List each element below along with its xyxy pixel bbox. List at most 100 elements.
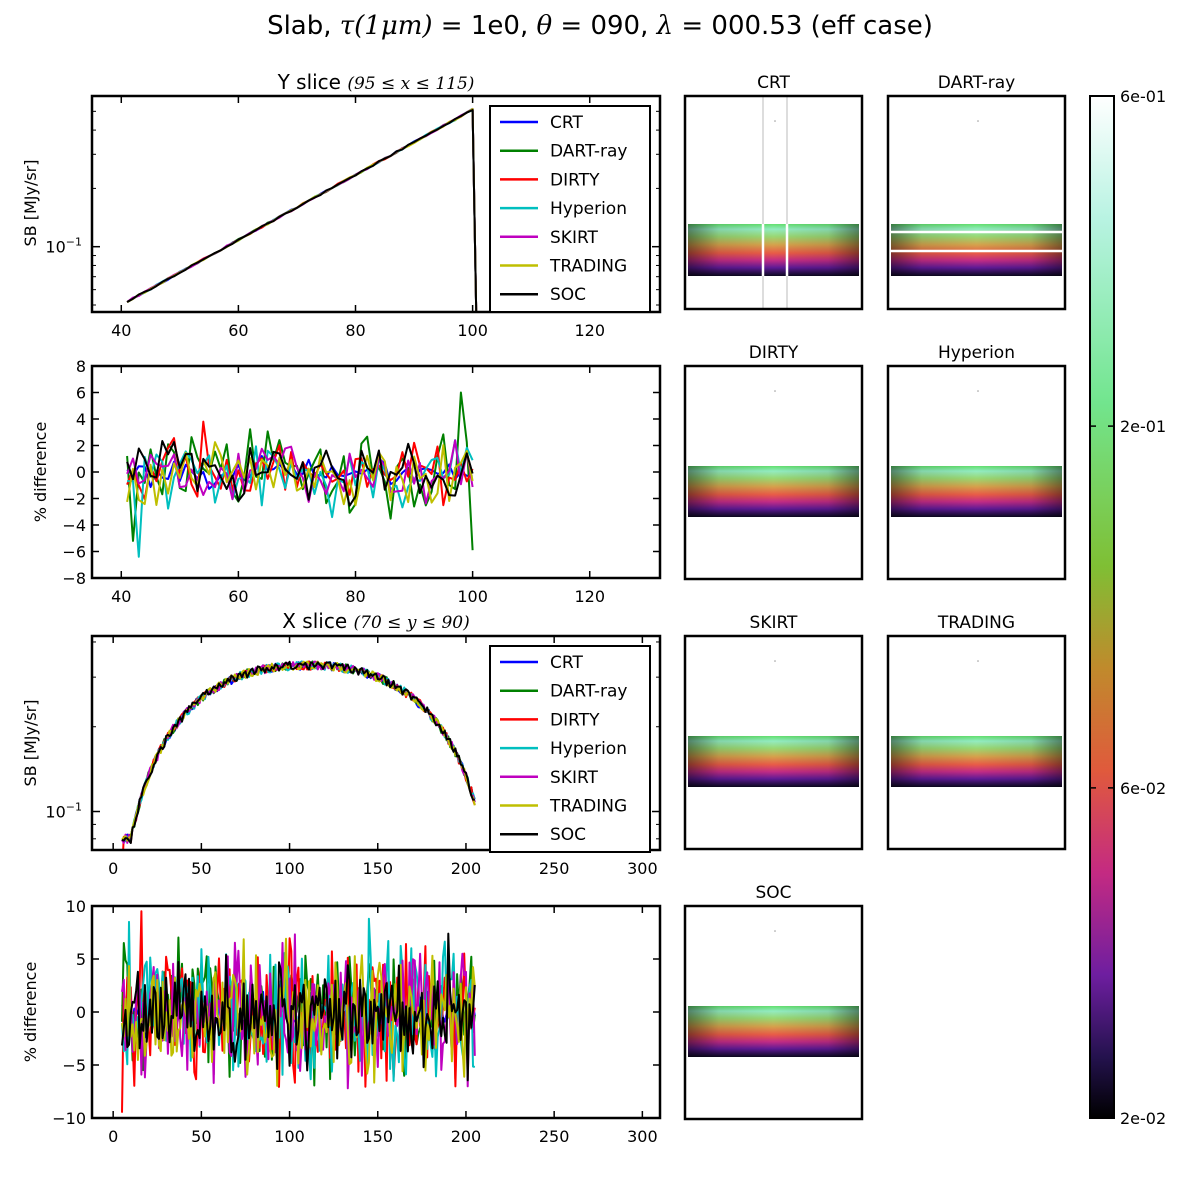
series-line-trading bbox=[121, 660, 476, 842]
x-tick-label: 100 bbox=[274, 1127, 305, 1146]
x-slice-title: X slice (70 ≤ y ≤ 90) bbox=[282, 609, 470, 633]
x-slice-diff-series bbox=[121, 910, 476, 1113]
x-slice-diff-frame bbox=[90, 904, 662, 1120]
y-tick-label: 2 bbox=[76, 437, 86, 456]
image-panel-title: DIRTY bbox=[749, 343, 799, 363]
y-slice-diff-ylabel: % difference bbox=[31, 422, 50, 523]
image-panel-soc: SOC bbox=[683, 883, 864, 1121]
point-source-marker bbox=[774, 930, 776, 932]
x-tick-label: 200 bbox=[451, 1127, 482, 1146]
x-tick-label: 40 bbox=[111, 321, 131, 340]
point-source-marker bbox=[774, 390, 776, 392]
image-panel-skirt: SKIRT bbox=[683, 613, 864, 851]
point-source-marker bbox=[977, 120, 979, 122]
diff-line-soc bbox=[126, 440, 474, 507]
x-tick-label: 100 bbox=[457, 321, 488, 340]
y-slice-diff-x-ticks: 40 60 80 100 120 bbox=[111, 366, 605, 606]
x-slice-series bbox=[121, 660, 476, 850]
x-tick-label: 80 bbox=[345, 321, 365, 340]
y-slice-title: Y slice (95 ≤ x ≤ 115) bbox=[277, 70, 475, 94]
x-slice-diff-ylabel: % difference bbox=[21, 962, 40, 1063]
diff-line-soc bbox=[121, 932, 476, 1082]
image-frame bbox=[683, 634, 864, 851]
y-tick-label: 10 bbox=[66, 897, 86, 916]
slab-image-shading bbox=[688, 466, 859, 517]
y-slice-diff-series bbox=[126, 391, 474, 558]
legend-label-trading: TRADING bbox=[549, 257, 627, 277]
slab-image-shading bbox=[688, 1006, 859, 1057]
legend-label-dart-ray: DART-ray bbox=[550, 142, 627, 162]
series-line-dirty bbox=[126, 108, 478, 312]
colorbar-tick-label: 6e-02 bbox=[1120, 779, 1166, 798]
x-slice-sb-panel: X slice (70 ≤ y ≤ 90) SB [MJy/sr] 0 50 100… bbox=[21, 609, 662, 878]
x-tick-label: 80 bbox=[345, 587, 365, 606]
y-tick-label: −10 bbox=[52, 1109, 86, 1128]
y-tick-label: −8 bbox=[62, 569, 86, 588]
diff-line-hyperion bbox=[127, 439, 474, 558]
slab-image-shading bbox=[688, 736, 859, 787]
diff-line-trading bbox=[121, 937, 476, 1087]
y-tick-label: 10−1 bbox=[45, 236, 82, 257]
x-tick-label: 50 bbox=[191, 1127, 211, 1146]
image-panel-title: SOC bbox=[755, 883, 791, 903]
series-line-hyperion bbox=[121, 660, 476, 843]
image-frame bbox=[683, 364, 864, 581]
image-panel-dart-ray: DART-ray bbox=[886, 73, 1067, 311]
y-tick-base: 10 bbox=[45, 238, 65, 257]
legend-label-trading: TRADING bbox=[549, 797, 627, 817]
image-panel-trading: TRADING bbox=[886, 613, 1067, 851]
image-panel-hyperion: Hyperion bbox=[886, 343, 1067, 581]
x-tick-label: 250 bbox=[539, 859, 570, 878]
series-line-dart-ray bbox=[126, 108, 478, 312]
legend-label-dirty: DIRTY bbox=[550, 170, 600, 190]
y-slice-sb-panel: Y slice (95 ≤ x ≤ 115) SB [MJy/sr] 40 60 8… bbox=[21, 70, 662, 340]
x-tick-label: 250 bbox=[539, 1127, 570, 1146]
series-line-skirt bbox=[121, 660, 476, 844]
series-line-crt bbox=[126, 107, 478, 312]
image-frame bbox=[886, 94, 1067, 311]
x-tick-label: 0 bbox=[108, 1127, 118, 1146]
x-tick-label: 50 bbox=[191, 859, 211, 878]
series-line-soc bbox=[126, 109, 478, 312]
y-tick-label: 6 bbox=[76, 384, 86, 403]
colorbar-tick-label: 2e-02 bbox=[1120, 1109, 1166, 1128]
legend-label-dirty: DIRTY bbox=[550, 710, 600, 730]
x-tick-label: 150 bbox=[362, 859, 393, 878]
y-tick-label: 0 bbox=[76, 463, 86, 482]
legend-label-crt: CRT bbox=[550, 653, 583, 673]
image-panel-title: Hyperion bbox=[938, 343, 1015, 363]
y-tick-exponent: −1 bbox=[66, 236, 82, 249]
slab-image-shading bbox=[688, 224, 859, 276]
x-tick-label: 300 bbox=[627, 859, 658, 878]
image-frame bbox=[683, 904, 864, 1121]
point-source-marker bbox=[774, 120, 776, 122]
point-source-marker bbox=[977, 660, 979, 662]
figure-title: Slab, τ(1μm) = 1e0, θ = 090, λ = 000.53 … bbox=[267, 11, 933, 41]
image-panel-title: CRT bbox=[757, 73, 790, 93]
x-tick-label: 300 bbox=[627, 1127, 658, 1146]
x-slice-diff-y-ticks: −10 −5 0 5 10 bbox=[52, 897, 660, 1128]
point-source-marker bbox=[774, 660, 776, 662]
series-line-dirty bbox=[122, 660, 476, 850]
image-panel-title: DART-ray bbox=[938, 73, 1015, 93]
image-background bbox=[888, 96, 1065, 309]
y-slice-frame bbox=[90, 94, 662, 314]
x-slice-x-ticks: 0 50 100 150 200 250 300 bbox=[108, 636, 658, 878]
legend-label-skirt: SKIRT bbox=[550, 768, 599, 788]
y-slice-ylabel: SB [MJy/sr] bbox=[21, 160, 40, 247]
colorbar-tick-label: 6e-01 bbox=[1120, 87, 1166, 106]
image-frame bbox=[886, 364, 1067, 581]
legend-label-hyperion: Hyperion bbox=[550, 199, 627, 219]
x-tick-label: 150 bbox=[362, 1127, 393, 1146]
y-tick-label: 5 bbox=[76, 950, 86, 969]
colorbar-ticks: 6e-01 2e-01 6e-02 2e-02 bbox=[1090, 87, 1166, 1128]
series-line-skirt bbox=[126, 108, 478, 312]
legend-label-hyperion: Hyperion bbox=[550, 739, 627, 759]
x-tick-label: 100 bbox=[457, 587, 488, 606]
point-source-marker bbox=[977, 390, 979, 392]
x-slice-legend: CRT DART-ray DIRTY Hyperion SKIRT TRADING SOC bbox=[489, 645, 651, 853]
x-tick-label: 60 bbox=[228, 587, 248, 606]
series-line-soc bbox=[121, 660, 475, 844]
x-slice-frame bbox=[90, 634, 662, 852]
